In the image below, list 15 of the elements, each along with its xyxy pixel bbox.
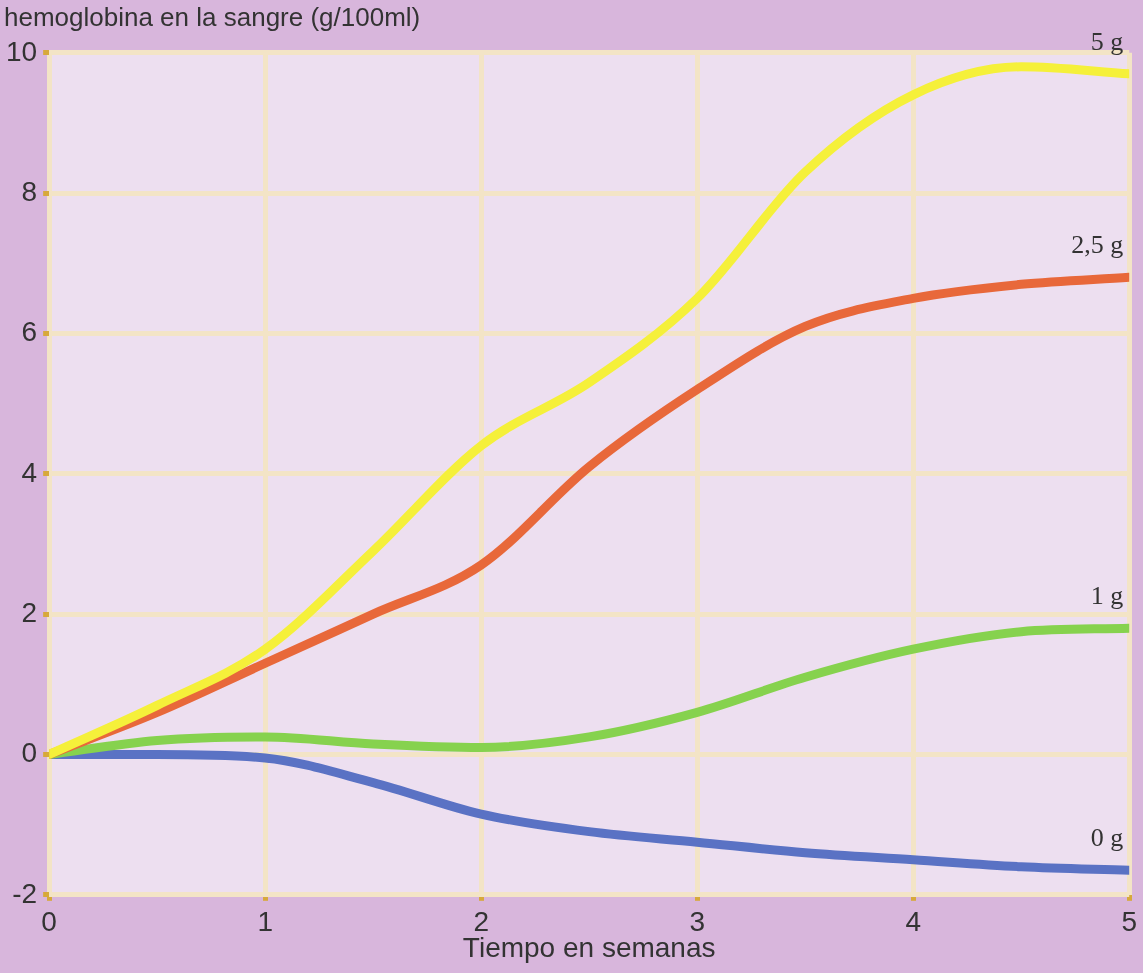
y-tick-label: -2 [12,877,38,909]
x-tick-label: 5 [1121,906,1137,938]
y-tick-label: 0 [21,737,38,769]
y-axis-title: hemoglobina en la sangre (g/100ml) [4,2,421,33]
series-label: 1 g [1090,580,1124,610]
x-tick-label: 1 [257,906,273,938]
series-label: 0 g [1090,823,1124,853]
y-tick-label: 4 [21,456,38,488]
series-label: 5 g [1090,26,1124,56]
x-tick-label: 4 [905,906,921,938]
series-label: 2,5 g [1071,230,1124,260]
y-tick-label: 2 [21,596,38,628]
y-tick-label: 8 [21,175,38,207]
y-tick-label: 6 [21,316,38,348]
y-tick-label: 10 [5,35,38,67]
